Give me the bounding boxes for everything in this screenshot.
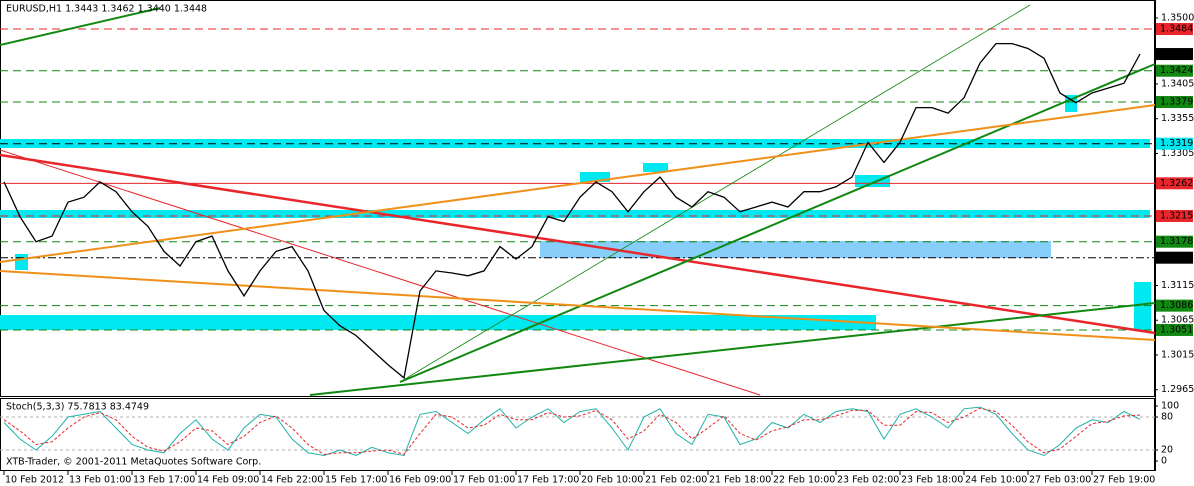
x-tick-label: 16 Feb 09:00 — [389, 475, 451, 486]
zone — [855, 175, 890, 187]
stoch-title: Stoch(5,3,3) 75.7813 83.4749 — [6, 402, 149, 413]
series-line — [3, 42, 1141, 380]
y-tick-label: 1.3355 — [1161, 113, 1194, 124]
chart-title: EURUSD,H1 1.3443 1.3462 1.3440 1.3448 — [6, 4, 207, 15]
y-tick-label: 1.3500 — [1161, 12, 1194, 23]
x-tick-label: 21 Feb 18:00 — [709, 475, 771, 486]
x-tick-label: 20 Feb 10:00 — [581, 475, 643, 486]
y-tick-label: 20 — [1161, 445, 1173, 456]
x-tick-label: 21 Feb 02:00 — [645, 475, 707, 486]
level-label-bg — [1156, 96, 1193, 108]
level-label-bg — [1156, 137, 1193, 150]
zone — [1134, 282, 1151, 330]
level-label: 1.3424 — [1160, 65, 1193, 76]
level-label: 1.3215 — [1160, 210, 1193, 221]
copyright: XTB-Trader, © 2001-2011 MetaQuotes Softw… — [6, 457, 261, 468]
x-tick-label: 24 Feb 10:00 — [965, 475, 1027, 486]
y-tick-label: 1.2965 — [1161, 384, 1194, 395]
y-tick-label: 100 — [1161, 401, 1179, 412]
y-tick-label: 1.3405 — [1161, 78, 1194, 89]
x-tick-label: 23 Feb 02:00 — [837, 475, 899, 486]
series-line — [3, 406, 1141, 457]
level-label: 1.3178 — [1160, 236, 1193, 247]
x-tick-label: 17 Feb 01:00 — [453, 475, 515, 486]
x-tick-label: 10 Feb 2012 — [5, 475, 64, 486]
x-tick-label: 15 Feb 17:00 — [325, 475, 387, 486]
level-label-bg — [1156, 48, 1193, 61]
zone — [0, 315, 876, 330]
trendline — [0, 153, 1156, 335]
y-tick-label: 1.3015 — [1161, 349, 1194, 360]
trendline — [0, 149, 761, 396]
x-tick-label: 27 Feb 19:00 — [1093, 475, 1155, 486]
zone — [15, 254, 28, 270]
level-label-bg — [1156, 251, 1193, 264]
level-label-bg — [1156, 209, 1193, 222]
x-tick-label: 27 Feb 03:00 — [1029, 475, 1091, 486]
level-label: 1.3448 — [1160, 49, 1193, 60]
level-label: 1.3086 — [1160, 300, 1193, 311]
level-label-bg — [1156, 299, 1193, 312]
level-label: 1.3051 — [1160, 324, 1193, 335]
x-tick-label: 13 Feb 01:00 — [69, 475, 131, 486]
y-tick-label: 1.3305 — [1161, 148, 1194, 159]
level-label: 1.3262 — [1160, 178, 1193, 189]
trendlines — [0, 4, 1156, 396]
level-label: 1.3155 — [1160, 252, 1193, 263]
main-panel — [0, 0, 1155, 397]
trendline — [0, 270, 1156, 341]
x-tick-label: 23 Feb 18:00 — [901, 475, 963, 486]
y-tick-label: 1.3065 — [1161, 315, 1194, 326]
level-label: 1.3484 — [1160, 24, 1193, 35]
series-line — [3, 407, 1141, 455]
zone — [540, 241, 1051, 258]
zone — [0, 210, 1150, 218]
level-label-bg — [1156, 64, 1193, 77]
level-label-bg — [1156, 177, 1193, 190]
x-tick-label: 14 Feb 22:00 — [261, 475, 323, 486]
level-label-bg — [1156, 235, 1193, 248]
x-tick-label: 13 Feb 17:00 — [133, 475, 195, 486]
trendline — [0, 104, 1156, 263]
zone — [580, 172, 610, 182]
trendline — [399, 63, 1156, 383]
zone — [643, 163, 668, 172]
x-tick-label: 14 Feb 09:00 — [197, 475, 259, 486]
level-label: 1.3379 — [1160, 97, 1193, 108]
level-label: 1.3319 — [1160, 138, 1193, 149]
trendline — [309, 302, 1156, 396]
y-tick-label: 1.3115 — [1161, 280, 1194, 291]
y-tick-label: 0 — [1161, 456, 1167, 467]
level-label-bg — [1156, 23, 1193, 36]
level-label-bg — [1156, 323, 1193, 336]
x-tick-label: 22 Feb 10:00 — [773, 475, 835, 486]
trendline — [0, 7, 161, 46]
x-tick-label: 17 Feb 17:00 — [517, 475, 579, 486]
y-tick-label: 80 — [1161, 412, 1173, 423]
zone — [1065, 95, 1077, 112]
